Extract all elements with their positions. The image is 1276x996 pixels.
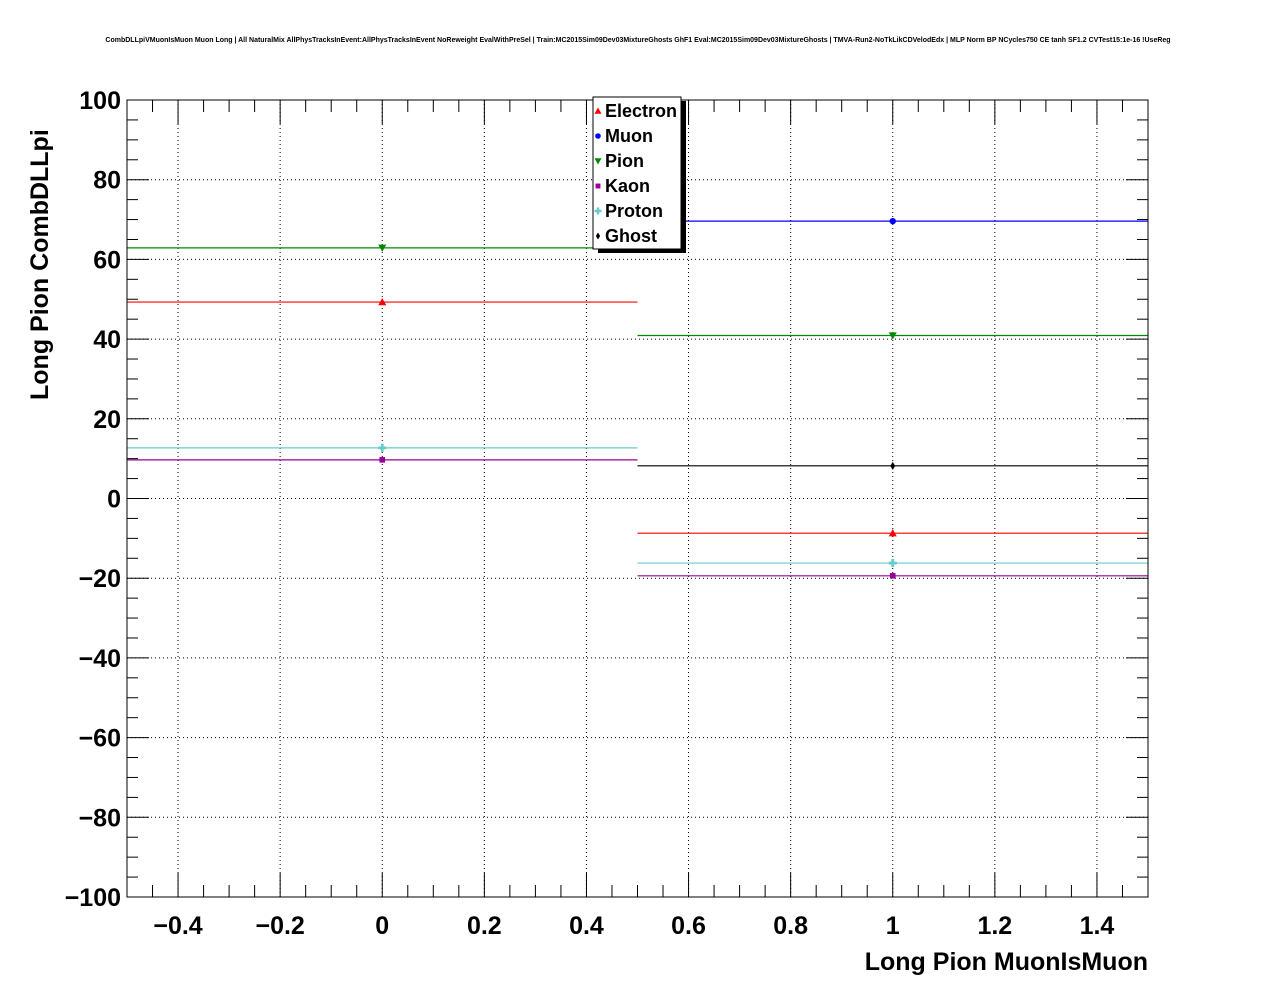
- series-kaon: [127, 457, 1148, 579]
- y-tick-label: −20: [79, 565, 121, 593]
- series-pion: [127, 244, 1148, 340]
- legend-label-pion: Pion: [605, 151, 644, 171]
- legend-label-electron: Electron: [605, 101, 677, 121]
- x-tick-label: 0: [375, 912, 389, 940]
- data-point: [890, 461, 896, 470]
- data-point: [889, 573, 896, 579]
- x-tick-label: 1.2: [977, 912, 1012, 940]
- series-ghost: [637, 461, 1148, 470]
- legend-label-muon: Muon: [605, 126, 653, 146]
- x-tick-label: −0.2: [255, 912, 304, 940]
- y-tick-label: 100: [79, 87, 121, 115]
- legend-label-proton: Proton: [605, 201, 663, 221]
- grid: [127, 100, 1148, 897]
- x-tick-label: 1.4: [1080, 912, 1115, 940]
- x-tick-label: 0.8: [773, 912, 808, 940]
- data-point: [888, 559, 897, 568]
- x-tick-label: 0.6: [671, 912, 706, 940]
- legend-marker-electron: [594, 107, 602, 114]
- data-point: [378, 443, 387, 452]
- data-point: [888, 332, 897, 340]
- y-tick-label: 40: [93, 326, 121, 354]
- x-tick-label: 1: [886, 912, 900, 940]
- y-tick-label: −40: [79, 645, 121, 673]
- series-proton: [127, 443, 1148, 568]
- x-tick-label: 0.4: [569, 912, 604, 940]
- y-tick-label: −80: [79, 804, 121, 832]
- legend-marker-pion: [594, 158, 602, 165]
- legend-marker-kaon: [595, 183, 601, 189]
- x-tick-label: 0.2: [467, 912, 502, 940]
- legend-label-ghost: Ghost: [605, 226, 657, 246]
- data-point: [888, 529, 897, 537]
- y-tick-label: 80: [93, 167, 121, 195]
- data-point: [378, 298, 387, 306]
- series-layer: [127, 217, 1148, 579]
- y-tick-label: 0: [107, 486, 121, 514]
- legend-marker-ghost: [595, 232, 601, 240]
- legend-marker-muon: [595, 133, 601, 139]
- y-tick-label: −60: [79, 725, 121, 753]
- data-point: [889, 217, 896, 225]
- axes: −0.4 −0.2 0 0.2 0.4 0.6 0.8 1 1.2 1.4 −100 −80 −60 −4…: [65, 87, 1149, 940]
- x-tick-label: −0.4: [153, 912, 202, 940]
- chart-title: CombDLLpiVMuonIsMuon Muon Long | All Nat…: [105, 37, 1170, 44]
- data-point: [378, 244, 387, 252]
- legend-label-kaon: Kaon: [605, 176, 650, 196]
- legend-box: [592, 96, 682, 250]
- series-muon: [637, 217, 1148, 225]
- y-tick-label: 20: [93, 406, 121, 434]
- series-electron: [127, 298, 1148, 537]
- y-axis-label: Long Pion CombDLLpi: [26, 129, 54, 400]
- data-point: [379, 457, 386, 463]
- y-tick-label: −100: [65, 884, 121, 912]
- legend: Electron Muon Pion Kaon Proton Ghost: [592, 96, 686, 253]
- x-axis-label: Long Pion MuonIsMuon: [865, 948, 1148, 976]
- legend-marker-proton: [594, 207, 602, 215]
- y-tick-label: 60: [93, 246, 121, 274]
